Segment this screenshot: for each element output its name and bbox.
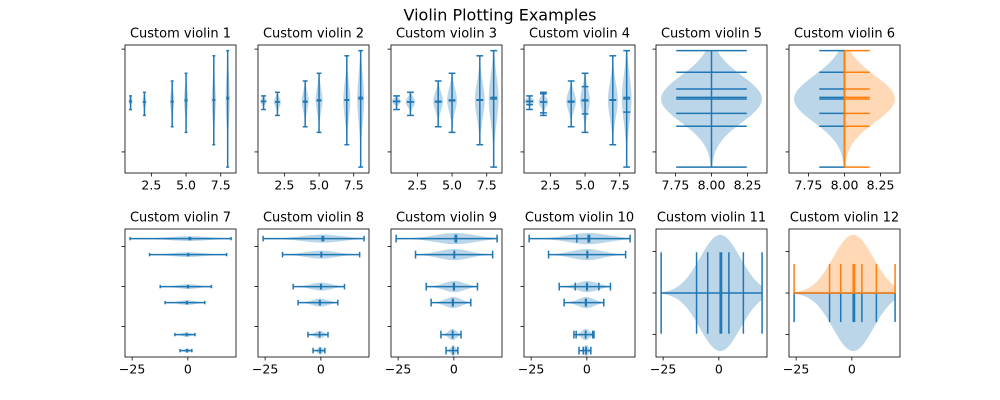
axes-frame — [257, 44, 370, 174]
subplot-title: Custom violin 11 — [657, 211, 766, 226]
axes-frame — [390, 44, 503, 174]
x-tick-label: 0 — [583, 362, 591, 377]
x-tick-label: −25 — [650, 362, 676, 377]
x-tick-label: 7.5 — [477, 178, 497, 193]
x-tick-label: 0 — [848, 362, 856, 377]
x-tick-label: 5.0 — [575, 178, 595, 193]
x-tick-label: −25 — [783, 362, 809, 377]
x-tick-label: 2.5 — [407, 178, 427, 193]
subplot-title: Custom violin 12 — [790, 211, 899, 226]
axes-frame — [523, 44, 636, 174]
x-tick-label: 0 — [184, 362, 192, 377]
x-tick-label: 2.5 — [274, 178, 294, 193]
figure-title: Violin Plotting Examples — [404, 6, 597, 25]
violin-body — [844, 50, 895, 168]
x-tick-label: −25 — [385, 362, 411, 377]
x-tick-label: 7.5 — [344, 178, 364, 193]
x-tick-label: 8.25 — [867, 178, 895, 193]
x-tick-label: 2.5 — [141, 178, 161, 193]
x-tick-label: −25 — [252, 362, 278, 377]
x-tick-label: 7.75 — [795, 178, 823, 193]
subplot-title: Custom violin 1 — [130, 27, 231, 42]
subplot-title: Custom violin 7 — [130, 211, 231, 226]
x-tick-label: −25 — [518, 362, 544, 377]
x-tick-label: 2.5 — [540, 178, 560, 193]
x-tick-label: 7.5 — [211, 178, 231, 193]
x-tick-label: 7.75 — [662, 178, 690, 193]
violin-body — [794, 234, 896, 293]
axes-frame — [257, 228, 370, 358]
axes-frame — [390, 228, 503, 358]
axes-frame — [124, 44, 237, 174]
subplot-title: Custom violin 8 — [263, 211, 364, 226]
subplot-title: Custom violin 2 — [263, 27, 364, 42]
x-tick-label: 8.25 — [734, 178, 762, 193]
x-tick-label: 5.0 — [176, 178, 196, 193]
subplot-title: Custom violin 10 — [525, 211, 634, 226]
x-tick-label: 0 — [715, 362, 723, 377]
subplot-title: Custom violin 6 — [794, 27, 895, 42]
x-tick-label: 0 — [317, 362, 325, 377]
violin-body — [794, 50, 845, 168]
axes-frame — [523, 228, 636, 358]
x-tick-label: −25 — [119, 362, 145, 377]
subplot-title: Custom violin 5 — [661, 27, 762, 42]
subplot-title: Custom violin 9 — [396, 211, 497, 226]
axes-frame — [124, 228, 237, 358]
subplot-title: Custom violin 3 — [396, 27, 497, 42]
x-tick-label: 0 — [450, 362, 458, 377]
violin-body — [794, 293, 896, 352]
x-tick-label: 5.0 — [309, 178, 329, 193]
x-tick-label: 7.5 — [610, 178, 630, 193]
x-tick-label: 8.00 — [698, 178, 726, 193]
x-tick-label: 5.0 — [442, 178, 462, 193]
subplot-title: Custom violin 4 — [529, 27, 630, 42]
x-tick-label: 8.00 — [831, 178, 859, 193]
